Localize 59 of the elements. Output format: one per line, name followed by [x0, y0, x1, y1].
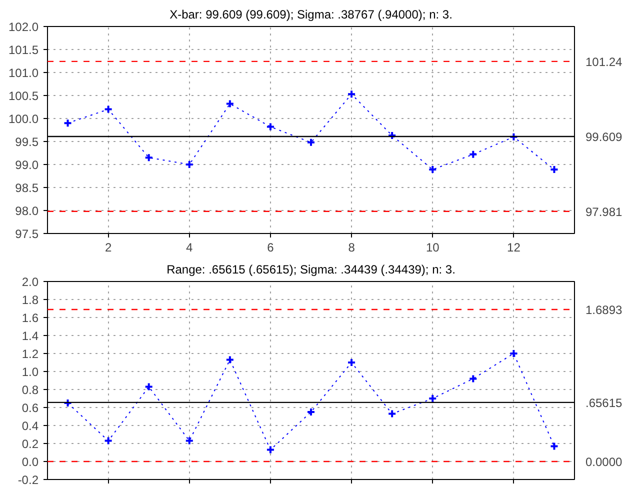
y-tick-label: 100.5: [8, 89, 39, 103]
point: [306, 408, 316, 416]
ref-line-label: 0.0000: [586, 455, 623, 469]
point: [347, 358, 356, 367]
point: [144, 153, 154, 162]
point: [266, 122, 275, 132]
y-tick-label: 1.4: [22, 329, 39, 343]
point: [468, 374, 478, 384]
y-tick-label: 99.0: [15, 158, 39, 172]
y-tick-label: 1.6: [22, 311, 39, 325]
y-tick-label: 0.0: [22, 455, 39, 469]
y-tick-label: 1.0: [22, 365, 39, 379]
point: [104, 104, 113, 114]
point: [550, 442, 559, 451]
x-tick-label: 12: [507, 240, 521, 254]
chart-title: Range: .65615 (.65615); Sigma: .34439 (.34439); n: 3.: [166, 262, 456, 276]
point: [306, 138, 316, 147]
x-tick-label: 4: [186, 240, 194, 254]
x-tick-label: 8: [348, 240, 356, 254]
point: [266, 445, 275, 454]
x-tick-label: 6: [267, 240, 274, 254]
point: [428, 394, 438, 403]
y-tick-label: 1.8: [22, 293, 39, 307]
ref-line-label: 99.609: [586, 130, 623, 144]
point: [468, 150, 478, 159]
point: [184, 436, 194, 446]
y-tick-label: 0.6: [22, 401, 39, 415]
y-tick-label: 102.0: [8, 20, 39, 34]
y-tick-label: 98.0: [15, 204, 39, 218]
point: [347, 90, 356, 99]
y-tick-label: 0.8: [22, 383, 39, 397]
ref-line-label: 97.981: [586, 204, 623, 219]
point: [388, 409, 397, 418]
y-tick-label: 100.0: [8, 112, 39, 126]
point: [509, 132, 518, 142]
ref-line-label: 101.24: [586, 54, 623, 69]
x-tick-label: 10: [426, 240, 440, 254]
point: [509, 349, 518, 358]
point: [225, 355, 234, 364]
point: [104, 436, 113, 446]
y-tick-label: 97.5: [15, 227, 39, 241]
y-tick-label: 101.5: [8, 43, 39, 57]
ref-line-label: 1.6893: [586, 302, 623, 317]
chart-title: X-bar: 99.609 (99.609); Sigma: .38767 (.94000); n: 3.: [170, 8, 452, 22]
x-tick-label: 2: [104, 240, 112, 254]
y-tick-label: -0.2: [18, 473, 39, 487]
point: [144, 382, 154, 392]
y-tick-label: 2.0: [22, 275, 39, 289]
y-tick-label: 1.2: [22, 347, 39, 361]
point: [63, 398, 72, 408]
point: [184, 160, 194, 169]
point: [63, 118, 72, 128]
y-tick-label: 101.0: [8, 66, 39, 80]
y-tick-label: 99.5: [15, 135, 39, 149]
y-tick-label: 0.4: [22, 419, 39, 433]
ref-line-label: .65615: [586, 396, 623, 410]
y-tick-label: 98.5: [15, 181, 39, 195]
point: [225, 99, 234, 108]
y-tick-label: 0.2: [22, 437, 39, 451]
